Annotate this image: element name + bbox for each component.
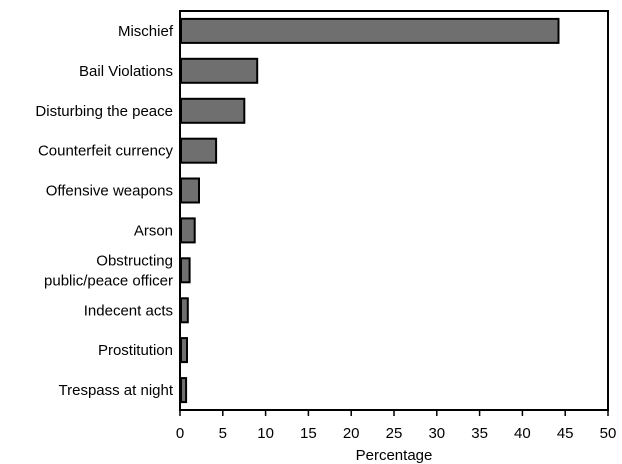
bars-group [180,17,560,404]
category-label: Arson [134,222,173,239]
category-label: Trespass at night [59,382,174,399]
x-tick-label: 10 [257,425,274,442]
bar [180,337,188,364]
category-label: Mischief [118,23,174,40]
x-axis-title: Percentage [356,447,433,464]
x-tick-label: 25 [386,425,403,442]
x-tick-label: 20 [343,425,360,442]
category-label: Bail Violations [79,63,173,80]
bar [180,57,259,84]
bar [180,257,191,284]
x-tick-label: 0 [176,425,184,442]
x-tick-label: 15 [300,425,317,442]
x-axis-ticks: 0 5 10 15 20 25 30 35 40 45 50 [176,410,617,442]
bar [180,97,246,124]
bar [180,177,200,204]
x-tick-label: 30 [428,425,445,442]
bar [180,17,560,44]
category-label: Offensive weapons [46,183,173,200]
bar [180,137,218,164]
category-label: Disturbing the peace [35,103,173,120]
x-tick-label: 35 [471,425,488,442]
x-tick-label: 40 [514,425,531,442]
category-label: Indecent acts [84,302,173,319]
x-tick-label: 50 [600,425,617,442]
bar [180,297,189,324]
bar [180,217,196,244]
category-label: Obstructing public/peace officer [44,252,173,289]
category-labels: Mischief Bail Violations Disturbing the pe… [35,23,173,399]
category-label: Counterfeit currency [38,143,174,160]
x-tick-label: 45 [557,425,574,442]
category-label: Prostitution [98,342,173,359]
bar [180,377,188,404]
x-tick-label: 5 [219,425,227,442]
